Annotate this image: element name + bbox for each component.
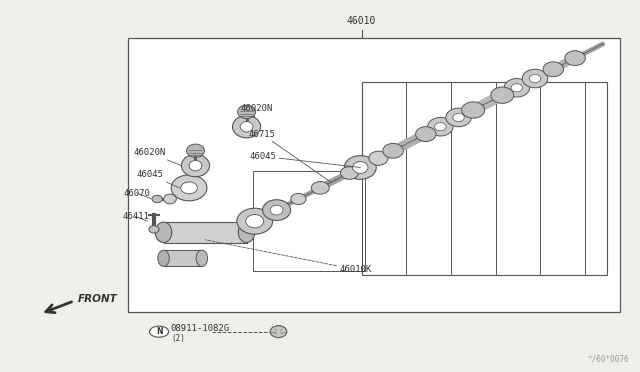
Ellipse shape <box>461 102 484 118</box>
Ellipse shape <box>543 62 563 77</box>
Text: N: N <box>156 327 163 336</box>
Ellipse shape <box>262 200 291 221</box>
Ellipse shape <box>164 194 176 204</box>
Ellipse shape <box>311 182 329 194</box>
Ellipse shape <box>156 222 172 243</box>
Ellipse shape <box>270 326 287 337</box>
Ellipse shape <box>181 154 209 177</box>
Ellipse shape <box>189 160 202 171</box>
Ellipse shape <box>238 222 255 243</box>
Circle shape <box>150 326 169 337</box>
Ellipse shape <box>180 182 197 194</box>
Text: ^/60*0076: ^/60*0076 <box>588 354 630 363</box>
Bar <box>129 38 620 312</box>
Ellipse shape <box>428 118 453 136</box>
Ellipse shape <box>270 205 283 215</box>
Ellipse shape <box>240 122 253 132</box>
Ellipse shape <box>232 116 260 138</box>
Text: 46045: 46045 <box>137 170 179 188</box>
Ellipse shape <box>237 105 255 119</box>
Ellipse shape <box>491 87 514 103</box>
Ellipse shape <box>522 69 548 88</box>
Text: 46020N: 46020N <box>240 104 273 118</box>
Ellipse shape <box>453 113 465 122</box>
Ellipse shape <box>186 144 204 157</box>
Ellipse shape <box>415 127 436 141</box>
Ellipse shape <box>237 208 273 234</box>
Ellipse shape <box>446 108 471 127</box>
Ellipse shape <box>504 78 529 97</box>
Text: 46411: 46411 <box>122 212 149 221</box>
Ellipse shape <box>369 151 388 165</box>
Text: 46010: 46010 <box>347 16 376 26</box>
Text: 46020N: 46020N <box>134 148 181 166</box>
Ellipse shape <box>291 193 306 205</box>
Ellipse shape <box>353 161 368 173</box>
Ellipse shape <box>196 250 207 266</box>
Bar <box>164 222 246 243</box>
Text: 46010K: 46010K <box>205 240 371 274</box>
Ellipse shape <box>529 74 541 83</box>
Ellipse shape <box>511 84 523 92</box>
Bar <box>164 250 202 266</box>
Bar <box>362 82 607 275</box>
Ellipse shape <box>383 143 403 158</box>
Text: FRONT: FRONT <box>77 294 117 304</box>
Ellipse shape <box>158 250 170 266</box>
Text: 46045: 46045 <box>250 152 360 167</box>
Bar <box>253 171 365 271</box>
Ellipse shape <box>172 175 207 201</box>
Text: 08911-1082G: 08911-1082G <box>171 324 230 333</box>
Text: 46715: 46715 <box>248 129 331 182</box>
Ellipse shape <box>435 123 446 131</box>
Text: 46070: 46070 <box>124 189 152 199</box>
Ellipse shape <box>149 226 159 233</box>
Text: (2): (2) <box>172 334 186 343</box>
Ellipse shape <box>565 51 585 65</box>
Ellipse shape <box>152 195 163 203</box>
Ellipse shape <box>340 167 358 179</box>
Ellipse shape <box>246 215 264 228</box>
Ellipse shape <box>344 155 376 179</box>
